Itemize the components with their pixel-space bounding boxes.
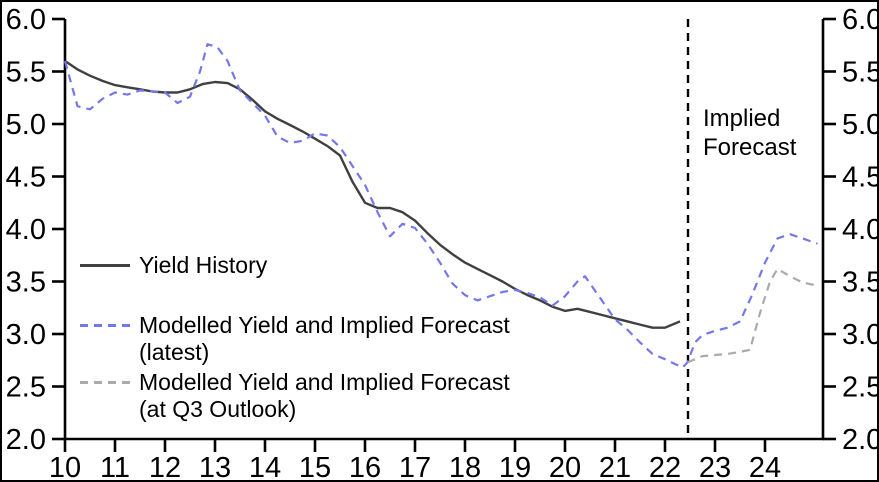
y-tick-label-right: 2.0: [842, 424, 877, 456]
implied-forecast-label-line2: Forecast: [703, 134, 797, 161]
y-tick-label-right: 5.5: [842, 57, 877, 89]
y-tick-label-left: 5.5: [6, 57, 46, 89]
y-tick-label-left: 4.0: [6, 214, 46, 246]
y-tick-label-right: 2.5: [842, 372, 877, 404]
y-tick-label-right: 4.5: [842, 162, 877, 194]
x-tick-label: 14: [249, 452, 281, 480]
x-tick-label: 22: [649, 452, 681, 480]
x-tick-label: 21: [599, 452, 631, 480]
legend-item-modelled-q3-outlook: Modelled Yield and Implied Forecast (at …: [80, 369, 510, 423]
y-tick-label-left: 2.5: [6, 372, 46, 404]
chart-legend: Yield History Modelled Yield and Implied…: [80, 252, 510, 423]
legend-label: Modelled Yield and Implied Forecast: [139, 312, 510, 338]
modelled-q3-outlook-line-sample: [80, 381, 130, 384]
implied-forecast-label: Implied Forecast: [703, 104, 796, 162]
x-tick-label: 11: [100, 452, 130, 480]
series-line-yield-history: [64, 60, 681, 329]
series-line-modelled-yield-and-implied-forecast-at-q3-outlook: [687, 267, 818, 364]
y-tick-label-left: 3.5: [6, 267, 46, 299]
x-tick-label: 12: [149, 452, 181, 480]
x-tick-label: 23: [699, 452, 731, 480]
legend-sublabel: (latest): [139, 339, 210, 365]
legend-item-yield-history: Yield History: [80, 252, 510, 279]
series-line-modelled-yield-and-implied-forecast-latest: [63, 43, 818, 369]
modelled-latest-line-sample: [80, 324, 130, 327]
legend-sublabel: (at Q3 Outlook): [139, 396, 297, 422]
y-tick-label-left: 5.0: [6, 109, 46, 141]
y-tick-label-right: 3.0: [842, 319, 877, 351]
legend-label: Yield History: [139, 252, 268, 278]
x-tick-label: 18: [449, 452, 481, 480]
y-tick-label-left: 3.0: [6, 319, 46, 351]
x-tick-label: 13: [199, 452, 231, 480]
y-tick-label-right: 5.0: [842, 109, 877, 141]
x-tick-label: 19: [499, 452, 531, 480]
legend-item-modelled-latest: Modelled Yield and Implied Forecast (lat…: [80, 312, 510, 366]
y-tick-label-left: 2.0: [6, 424, 46, 456]
x-tick-label: 15: [299, 452, 331, 480]
axes: [52, 17, 836, 452]
y-tick-label-right: 6.0: [842, 4, 877, 36]
x-tick-label: 20: [549, 452, 581, 480]
implied-forecast-label-line1: Implied: [703, 105, 781, 132]
y-tick-label-left: 6.0: [6, 4, 46, 36]
x-tick-label: 16: [349, 452, 381, 480]
legend-label: Modelled Yield and Implied Forecast: [139, 369, 510, 395]
x-tick-label: 10: [49, 452, 81, 480]
yield-history-line-sample: [80, 264, 130, 267]
y-tick-label-left: 4.5: [6, 162, 46, 194]
y-tick-label-right: 4.0: [842, 214, 877, 246]
x-tick-label: 24: [749, 452, 781, 480]
y-tick-label-right: 3.5: [842, 267, 877, 299]
axis-labels: 2.0 2.0 2.5 2.5 3.0 3.0 3.5 3.5 4.0 4.0 4.5 4.5 5.0 5…: [6, 4, 877, 480]
x-tick-label: 17: [399, 452, 431, 480]
